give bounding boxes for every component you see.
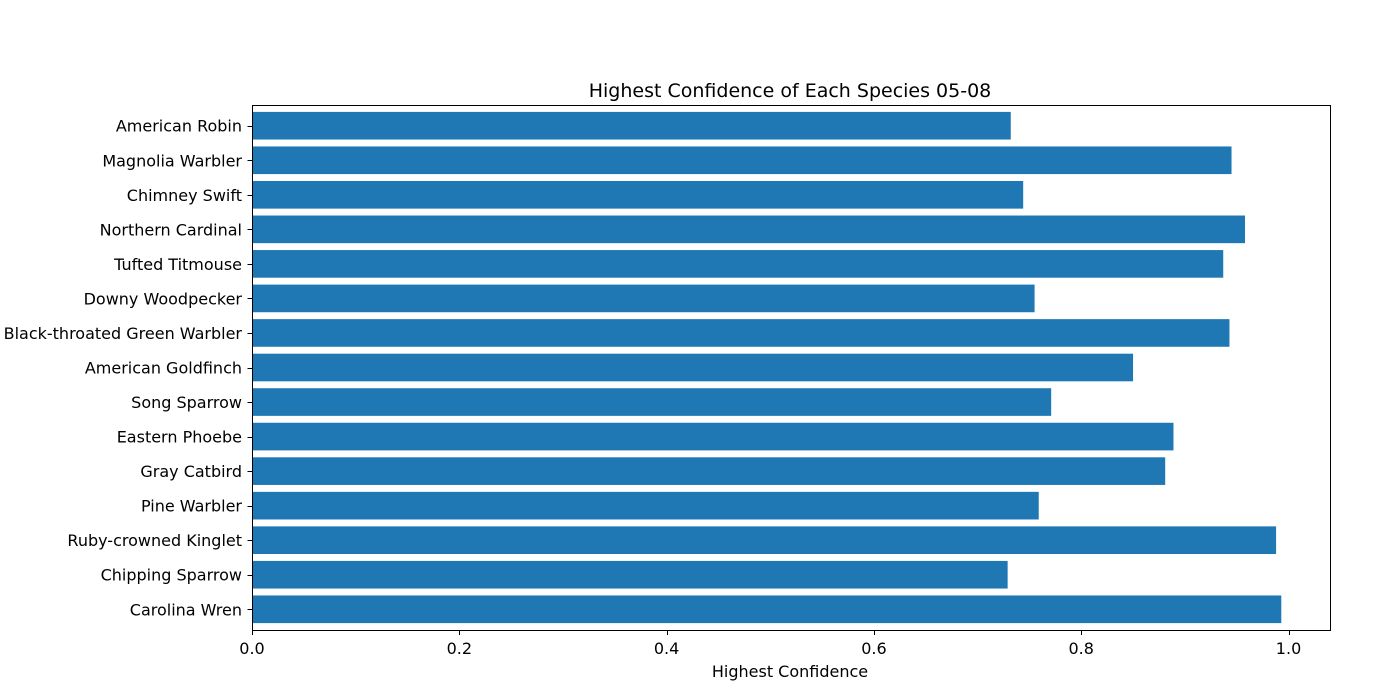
y-tick-label: Northern Cardinal [100,220,242,239]
x-tick-label: 0.2 [447,639,472,658]
y-tick-label: Ruby-crowned Kinglet [67,531,242,550]
y-tick-label: Song Sparrow [131,393,242,412]
x-axis-label: Highest Confidence [712,662,868,681]
bar-downy-woodpecker [252,284,1035,313]
bar-black-throated-green-warbler [252,319,1230,347]
x-tick-label: 1.0 [1276,639,1301,658]
x-tick-label: 0.4 [654,639,679,658]
chart-title: Highest Confidence of Each Species 05-08 [589,80,992,102]
bar-american-goldfinch [252,353,1134,382]
y-tick-label: Chimney Swift [127,186,242,205]
y-tick-label: Magnolia Warbler [102,151,242,170]
y-tick-label: Downy Woodpecker [84,289,243,308]
bars-group [252,111,1282,624]
x-tick-label: 0.0 [239,639,264,658]
y-tick-label: Tufted Titmouse [113,255,242,274]
y-tick-label: Gray Catbird [140,462,242,481]
bar-ruby-crowned-kinglet [252,526,1277,555]
bar-tufted-titmouse [252,250,1224,278]
bar-chipping-sparrow [252,560,1008,589]
bar-northern-cardinal [252,215,1246,244]
y-tick-label: Pine Warbler [141,497,242,516]
x-axis-ticks: 0.0 0.2 0.4 0.6 0.8 1.0 [239,630,1301,658]
y-tick-label: Carolina Wren [130,600,242,619]
y-axis-ticks: Carolina Wren Chipping Sparrow Ruby-crowne… [4,117,252,619]
y-tick-label: Black-throated Green Warbler [4,324,243,343]
bar-magnolia-warbler [252,146,1232,175]
x-tick-label: 0.6 [861,639,886,658]
y-tick-label: Chipping Sparrow [101,566,242,585]
bar-gray-catbird [252,457,1166,485]
y-tick-label: American Goldfinch [85,359,242,378]
bar-carolina-wren [252,595,1282,624]
y-tick-label: American Robin [116,117,242,136]
y-tick-label: Eastern Phoebe [117,428,242,447]
bar-chimney-swift [252,180,1024,209]
plot-area-frame [252,105,1331,631]
bar-song-sparrow [252,388,1052,416]
bar-american-robin [252,111,1011,140]
x-tick-label: 0.8 [1069,639,1094,658]
bar-eastern-phoebe [252,422,1174,451]
bar-pine-warbler [252,491,1039,520]
